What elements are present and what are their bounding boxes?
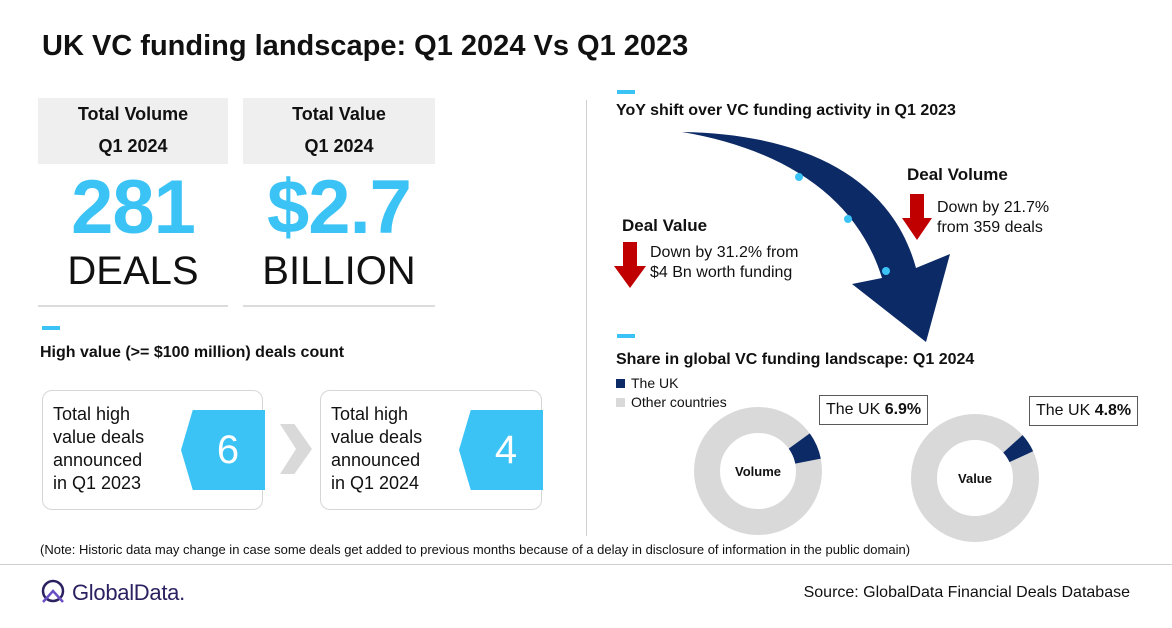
share-legend: The UK Other countries	[616, 375, 727, 410]
section-accent-share	[617, 334, 635, 338]
deal-value-label: Deal Value	[622, 216, 708, 235]
kpi-value-value: $2.7	[267, 165, 412, 250]
share-donut-charts: Volume Value	[694, 407, 1039, 542]
card-2024-line: announced	[331, 450, 421, 470]
kpi-value-header-line2: Q1 2024	[304, 136, 374, 156]
callout-uk-value-value: 4.8%	[1094, 402, 1132, 419]
donut-slice-other-countries	[694, 407, 822, 535]
down-arrow-icon	[614, 242, 646, 288]
deal-value-line: Down by 31.2% from	[650, 244, 799, 261]
legend-item-uk: The UK	[616, 375, 727, 391]
legend-item-other: Other countries	[616, 394, 727, 410]
card-2023-line: in Q1 2023	[53, 473, 142, 493]
high-value-card-2023-text: Total high value deals announced in Q1 2…	[53, 403, 144, 495]
kpi-volume-header-line2: Q1 2024	[98, 136, 168, 156]
down-arrow-icon	[902, 194, 932, 240]
kpi-volume-header: Total Volume Q1 2024	[38, 98, 228, 164]
high-value-heading: High value (>= $100 million) deals count	[40, 344, 345, 361]
footnote: (Note: Historic data may change in case …	[40, 542, 911, 557]
deal-volume-line: from 359 deals	[937, 219, 1043, 236]
trend-arrow-body	[682, 132, 950, 342]
card-2024-line: value deals	[331, 427, 423, 447]
card-2024-line: in Q1 2024	[331, 473, 420, 493]
kpi-volume-value: 281	[71, 165, 196, 250]
legend-label-uk: The UK	[631, 375, 679, 391]
yoy-heading: YoY shift over VC funding activity in Q1…	[616, 102, 956, 119]
card-2024-line: Total high	[331, 404, 409, 424]
card-2023-line: value deals	[53, 427, 145, 447]
donut-volume-label: Volume	[735, 464, 781, 479]
callout-uk-value-prefix: The UK	[1036, 402, 1095, 419]
kpi-volume-rule	[38, 305, 228, 307]
donut-value	[911, 414, 1039, 542]
kpi-value-header-line1: Total Value	[292, 104, 386, 124]
kpi-value-rule	[243, 305, 435, 307]
kpi-value-unit: BILLION	[262, 249, 416, 293]
globaldata-logo: GlobalData.	[40, 578, 185, 608]
legend-swatch-other	[616, 397, 625, 407]
section-accent-yoy	[617, 90, 635, 94]
down-trend-arrow-icon	[682, 132, 950, 342]
donut-slice-other-countries	[911, 414, 1039, 542]
deal-volume-label: Deal Volume	[907, 165, 1008, 184]
trend-arrow-dot	[795, 173, 803, 181]
deal-volume-text: Down by 21.7% from 359 deals	[937, 198, 1049, 238]
callout-uk-volume: The UK 6.9%	[819, 395, 929, 425]
page-title: UK VC funding landscape: Q1 2024 Vs Q1 2…	[42, 30, 689, 62]
callout-uk-volume-value: 6.9%	[884, 401, 922, 418]
legend-swatch-uk	[616, 378, 625, 388]
trend-arrow-dot	[882, 267, 890, 275]
deal-value-text: Down by 31.2% from $4 Bn worth funding	[650, 243, 799, 283]
kpi-volume-header-line1: Total Volume	[77, 104, 189, 124]
column-divider	[586, 100, 587, 536]
kpi-value-header: Total Value Q1 2024	[243, 98, 435, 164]
card-2023-line: announced	[53, 450, 143, 470]
trend-arrow-dot	[844, 215, 852, 223]
chevron-right-icon	[280, 424, 312, 474]
high-value-card-2024-text: Total high value deals announced in Q1 2…	[331, 403, 422, 495]
donut-value-label: Value	[958, 471, 992, 486]
deal-value-line: $4 Bn worth funding	[650, 264, 793, 281]
globaldata-logo-text: GlobalData.	[72, 580, 185, 605]
footer-divider	[0, 564, 1172, 565]
callout-uk-volume-prefix: The UK	[826, 401, 885, 418]
source-text: Source: GlobalData Financial Deals Datab…	[803, 584, 1130, 601]
high-value-count-2023: 6	[181, 410, 265, 490]
section-accent-high-value	[42, 326, 60, 330]
card-2023-line: Total high	[53, 404, 131, 424]
deal-volume-line: Down by 21.7%	[937, 199, 1050, 216]
donut-slice-the-uk	[694, 407, 822, 535]
callout-uk-value: The UK 4.8%	[1029, 396, 1139, 426]
high-value-count-2024: 4	[459, 410, 543, 490]
globaldata-logo-icon	[41, 579, 65, 603]
share-heading: Share in global VC funding landscape: Q1…	[616, 351, 975, 368]
kpi-volume-unit: DEALS	[67, 249, 199, 293]
legend-label-other: Other countries	[631, 394, 727, 410]
donut-volume	[694, 407, 822, 535]
